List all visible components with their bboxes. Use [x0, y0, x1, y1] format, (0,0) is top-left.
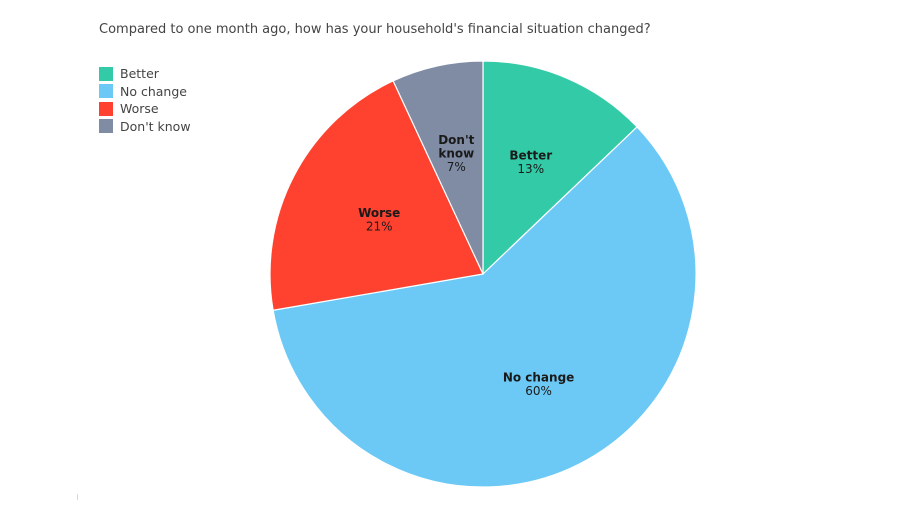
legend-label-better: Better	[120, 66, 159, 82]
chart-title: Compared to one month ago, how has your …	[99, 22, 651, 37]
legend-swatch-no-change	[99, 84, 113, 99]
slice-value-worse: 21%	[366, 219, 393, 233]
pie-slice-worse[interactable]	[269, 80, 484, 311]
legend-item-worse[interactable]: Worse	[99, 100, 191, 118]
legend-item-better[interactable]: Better	[99, 65, 191, 83]
legend-item-dont-know[interactable]: Don't know	[99, 118, 191, 136]
slice-label-don-t-know-line-1: Don't	[438, 133, 474, 147]
legend-swatch-better	[99, 66, 113, 81]
legend: Better No change Worse Don't know	[99, 65, 191, 135]
legend-item-no-change[interactable]: No change	[99, 83, 191, 101]
slice-value-no-change: 60%	[525, 384, 552, 398]
pie-slice-don-t-know[interactable]	[392, 60, 484, 275]
slice-value-better: 13%	[517, 162, 544, 176]
slice-label-worse: Worse	[358, 206, 400, 220]
slice-label-better: Better	[509, 149, 552, 163]
legend-swatch-worse	[99, 101, 113, 116]
legend-label-worse: Worse	[120, 101, 159, 117]
pie-slice-no-change[interactable]	[272, 126, 697, 488]
slice-value-don-t-know: 7%	[447, 160, 466, 174]
corner-tick	[77, 494, 78, 500]
legend-label-no-change: No change	[120, 83, 187, 99]
slice-label-don-t-know-line-2: know	[438, 146, 474, 160]
legend-swatch-dont-know	[99, 119, 113, 134]
pie-slice-better[interactable]	[482, 60, 638, 276]
legend-label-dont-know: Don't know	[120, 118, 191, 134]
slice-label-no-change: No change	[503, 371, 575, 385]
